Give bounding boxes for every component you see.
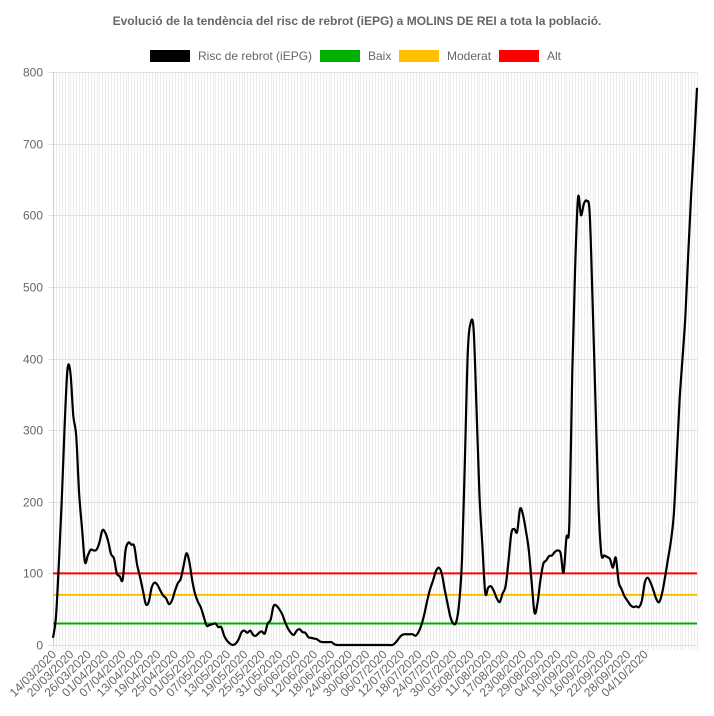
y-tick-label: 0 — [36, 639, 43, 653]
legend-item-alt[interactable]: Alt — [499, 48, 561, 64]
legend-label-alt: Alt — [547, 49, 562, 63]
legend-item-risc[interactable]: Risc de rebrot (iEPG) — [150, 48, 312, 64]
legend-item-baix[interactable]: Baix — [320, 48, 391, 64]
y-tick-label: 800 — [23, 66, 43, 80]
legend-swatch-alt — [499, 50, 539, 62]
y-tick-label: 100 — [23, 567, 43, 581]
legend-swatch-baix — [320, 50, 360, 62]
y-tick-label: 600 — [23, 209, 43, 223]
series-line-risc — [51, 87, 699, 647]
legend-label-baix: Baix — [368, 49, 392, 63]
chart-title: Evolució de la tendència del risc de reb… — [112, 14, 602, 28]
y-tick-label: 500 — [23, 281, 43, 295]
y-tick-label: 200 — [23, 496, 43, 510]
y-tick-label: 300 — [23, 424, 43, 438]
legend-label-risc: Risc de rebrot (iEPG) — [198, 49, 313, 63]
y-tick-label: 400 — [23, 353, 43, 367]
legend-item-moderat[interactable]: Moderat — [399, 48, 491, 64]
legend-swatch-moderat — [399, 50, 439, 62]
legend: Risc de rebrot (iEPG) Baix Moderat Alt — [0, 48, 714, 64]
y-tick-label: 700 — [23, 138, 43, 152]
legend-swatch-risc — [150, 50, 190, 62]
legend-label-moderat: Moderat — [447, 49, 492, 63]
